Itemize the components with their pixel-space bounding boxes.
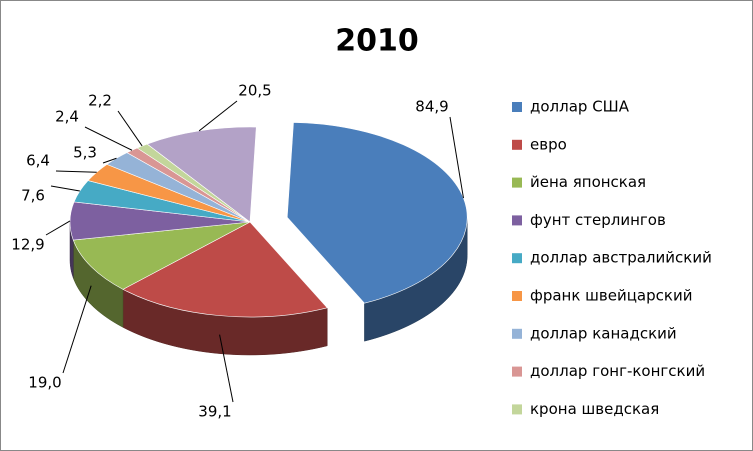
leader-line xyxy=(219,334,234,403)
leader-line xyxy=(50,185,80,192)
legend-label: йена японская xyxy=(530,173,646,191)
legend-swatch xyxy=(512,366,522,377)
leader-line xyxy=(45,220,71,236)
leader-line xyxy=(198,100,238,132)
legend-label: доллар гонг-конгский xyxy=(530,362,705,380)
leader-line xyxy=(102,157,117,164)
data-label: 7,6 xyxy=(21,187,45,205)
legend-label: евро xyxy=(530,135,567,153)
legend-swatch xyxy=(512,253,522,264)
legend-swatch xyxy=(512,291,522,301)
data-label: 12,9 xyxy=(11,236,44,254)
data-label: 84,9 xyxy=(415,98,448,116)
chart-title: 2010 xyxy=(335,24,419,59)
pie-slice xyxy=(72,221,251,290)
leader-line xyxy=(55,170,97,173)
leader-line xyxy=(62,285,92,374)
pie-slice xyxy=(146,126,257,223)
legend-label: доллар австралийский xyxy=(530,249,712,267)
legend-label: франк швейцарский xyxy=(530,287,692,305)
data-label: 5,3 xyxy=(73,144,97,162)
legend-label: фунт стерлингов xyxy=(530,211,666,229)
pie-slice xyxy=(122,221,328,318)
data-label: 39,1 xyxy=(198,403,231,421)
legend-swatch xyxy=(512,404,522,415)
data-label: 19,0 xyxy=(28,374,61,392)
legend-swatch xyxy=(512,328,522,339)
data-label: 2,4 xyxy=(55,108,79,126)
leader-line xyxy=(449,116,464,199)
data-label: 2,2 xyxy=(88,92,112,110)
legend-label: доллар канадский xyxy=(530,324,677,342)
legend-swatch xyxy=(512,102,522,112)
leader-line xyxy=(117,110,143,147)
legend-label: крона шведская xyxy=(530,400,659,418)
legend-swatch xyxy=(512,177,522,188)
data-label: 20,5 xyxy=(238,82,271,100)
data-label: 6,4 xyxy=(26,152,50,170)
leader-line xyxy=(84,126,133,151)
legend-swatch xyxy=(512,139,522,150)
legend-label: доллар США xyxy=(530,98,630,116)
legend-swatch xyxy=(512,215,522,226)
